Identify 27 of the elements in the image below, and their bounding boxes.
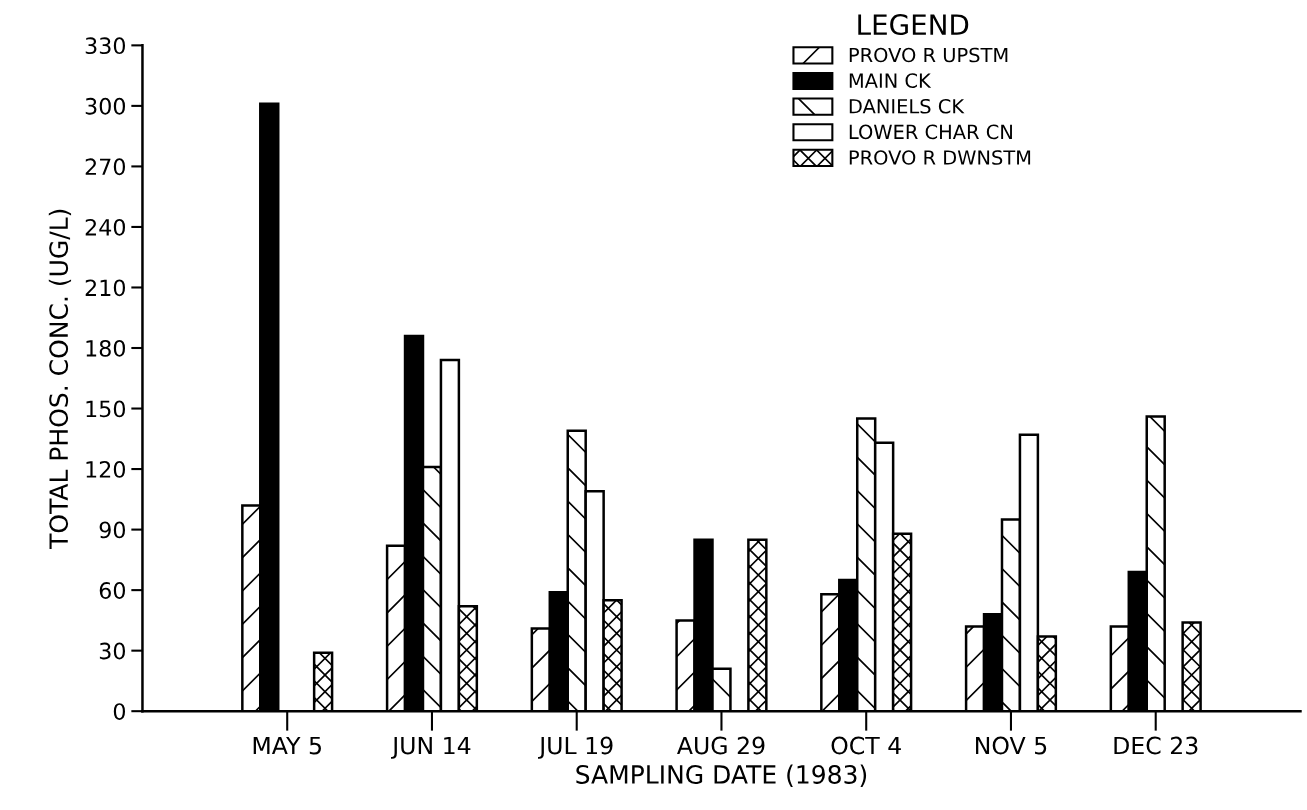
y-tick-label: 180 (86, 339, 126, 357)
legend-label: LOWER CHAR CN (849, 124, 1012, 140)
y-tick-label: 210 (85, 279, 126, 297)
legend-label: DANIELS CK (849, 98, 965, 114)
y-tick-label: 270 (85, 158, 126, 176)
x-tick-label: JUN 14 (391, 736, 471, 759)
x-tick-label: OCT 4 (831, 736, 901, 755)
y-tick-label: 30 (99, 642, 126, 660)
x-tick-label: NOV 5 (976, 736, 1047, 755)
y-tick-label: 120 (86, 461, 126, 478)
y-tick-label: 330 (85, 37, 126, 55)
y-axis-title: TOTAL PHOS. CONC. (UG/L) (48, 209, 72, 549)
legend-label: MAIN CK (849, 73, 932, 88)
y-tick-label: 60 (99, 582, 126, 599)
x-tick-label: DEC 23 (1114, 736, 1198, 755)
y-tick-label: 0 (113, 703, 126, 720)
y-tick-label: 300 (85, 97, 126, 115)
legend-title: LEGEND (858, 14, 969, 36)
x-axis-title: SAMPLING DATE (1983) (576, 764, 867, 787)
legend-label: PROVO R UPSTM (849, 47, 1008, 63)
x-tick-label: JUL 19 (538, 736, 613, 759)
y-tick-label: 240 (85, 218, 126, 236)
legend-label: PROVO R DWNSTM (849, 150, 1031, 165)
x-tick-label: MAY 5 (253, 736, 321, 755)
y-tick-label: 150 (86, 400, 126, 418)
x-tick-label: AUG 29 (677, 736, 765, 755)
y-tick-label: 90 (99, 521, 126, 539)
